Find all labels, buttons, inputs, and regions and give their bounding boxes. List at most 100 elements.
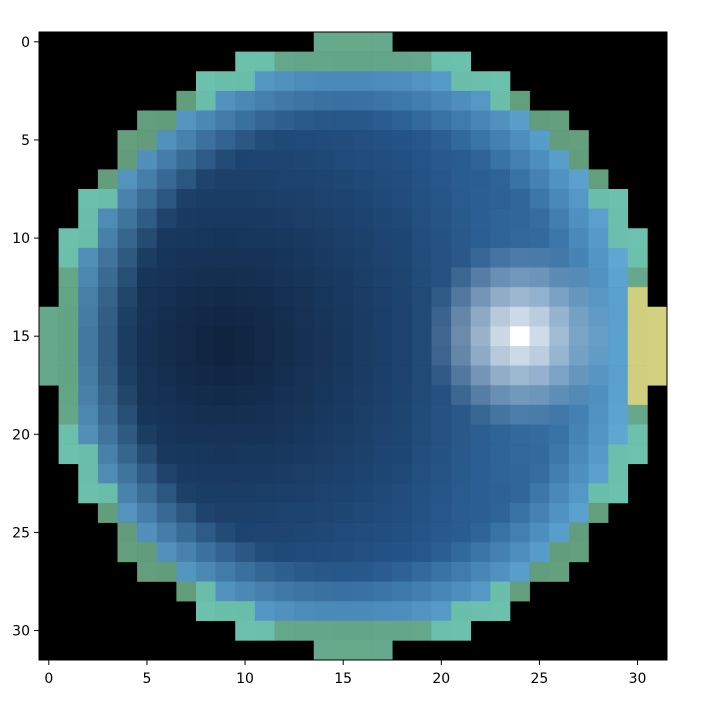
heatmap-cell — [117, 287, 138, 308]
heatmap-cell — [274, 189, 295, 209]
heatmap-cell — [156, 267, 177, 288]
heatmap-cell — [97, 346, 118, 366]
heatmap-cell — [215, 130, 236, 151]
heatmap-cell — [411, 522, 432, 543]
heatmap-cell — [588, 228, 609, 249]
heatmap-cell — [313, 287, 334, 308]
heatmap-cell — [294, 306, 315, 327]
heatmap-cell — [411, 620, 432, 641]
heatmap-cell — [274, 444, 295, 465]
heatmap-cell — [294, 228, 315, 249]
heatmap-cell — [353, 522, 373, 543]
heatmap-cell — [470, 149, 491, 170]
heatmap-cell — [313, 208, 334, 229]
heatmap-cell — [470, 208, 491, 229]
heatmap-cell — [510, 149, 530, 170]
heatmap-cell — [431, 90, 452, 111]
heatmap-cell — [176, 463, 197, 484]
heatmap-cell — [490, 169, 511, 190]
heatmap-cell — [588, 463, 609, 484]
heatmap-cell — [588, 247, 609, 268]
heatmap-cell — [411, 90, 432, 111]
heatmap-cell — [510, 208, 530, 229]
heatmap-cell — [647, 346, 668, 366]
heatmap-cell — [176, 110, 197, 131]
heatmap-cell — [137, 228, 158, 249]
heatmap-cell — [215, 483, 236, 504]
heatmap-cell — [411, 444, 432, 465]
heatmap-cell — [274, 208, 295, 229]
heatmap-cell — [627, 404, 648, 425]
heatmap-cell — [353, 424, 373, 445]
heatmap-cell — [313, 424, 334, 445]
heatmap-cell — [294, 444, 315, 465]
heatmap-cell — [392, 463, 413, 484]
heatmap-cell — [313, 463, 334, 484]
heatmap-cell — [235, 326, 256, 347]
heatmap-cell — [470, 385, 491, 406]
heatmap-cell — [333, 444, 354, 465]
heatmap-cell — [470, 503, 491, 523]
axes-frame — [38, 31, 668, 661]
heatmap-cell — [274, 620, 295, 641]
heatmap-cell — [333, 51, 354, 72]
heatmap-cell — [588, 267, 609, 288]
heatmap-cell — [97, 365, 118, 386]
heatmap-cell — [353, 267, 373, 288]
heatmap-cell — [588, 503, 609, 523]
heatmap-cell — [372, 208, 393, 229]
heatmap-cell — [176, 404, 197, 425]
heatmap-cell — [353, 483, 373, 504]
heatmap-cell — [431, 130, 452, 151]
heatmap-cell — [431, 424, 452, 445]
heatmap-cell — [470, 71, 491, 92]
heatmap-cell — [490, 561, 511, 582]
heatmap-cell — [510, 346, 530, 366]
heatmap-cell — [274, 522, 295, 543]
heatmap-cell — [137, 483, 158, 504]
heatmap-cell — [215, 90, 236, 111]
heatmap-cell — [313, 326, 334, 347]
heatmap-cell — [97, 247, 118, 268]
heatmap-cell — [313, 32, 334, 52]
heatmap-cell — [235, 346, 256, 366]
heatmap-cell — [97, 483, 118, 504]
heatmap-cell — [294, 483, 315, 504]
heatmap-cell — [196, 463, 216, 484]
heatmap-cell — [353, 561, 373, 582]
heatmap-cell — [490, 346, 511, 366]
heatmap-cell — [215, 444, 236, 465]
heatmap-cell — [117, 483, 138, 504]
heatmap-cell — [372, 149, 393, 170]
heatmap-cell — [353, 365, 373, 386]
heatmap-cell — [333, 228, 354, 249]
heatmap-cell — [392, 404, 413, 425]
heatmap-cell — [333, 365, 354, 386]
heatmap-cell — [549, 287, 570, 308]
heatmap-cell — [294, 404, 315, 425]
x-tick-label: 10 — [236, 671, 254, 687]
heatmap-cell — [274, 601, 295, 622]
heatmap-cell — [313, 51, 334, 72]
heatmap-cell — [372, 522, 393, 543]
heatmap-cell — [529, 189, 550, 209]
heatmap-cell — [235, 287, 256, 308]
heatmap-cell — [196, 601, 216, 622]
heatmap-cell — [58, 444, 79, 465]
heatmap-cell — [549, 169, 570, 190]
heatmap-cell — [588, 346, 609, 366]
heatmap-cell — [235, 581, 256, 602]
heatmap-cell — [313, 404, 334, 425]
heatmap-cell — [431, 228, 452, 249]
heatmap-cell — [215, 110, 236, 131]
heatmap-cell — [333, 149, 354, 170]
heatmap-cell — [431, 306, 452, 327]
heatmap-cell — [215, 365, 236, 386]
heatmap-cell — [647, 365, 668, 386]
heatmap-cell — [549, 189, 570, 209]
heatmap-cell — [294, 51, 315, 72]
heatmap-cell — [568, 444, 589, 465]
heatmap-cell — [196, 326, 216, 347]
heatmap-cell — [274, 326, 295, 347]
heatmap-cell — [176, 503, 197, 523]
